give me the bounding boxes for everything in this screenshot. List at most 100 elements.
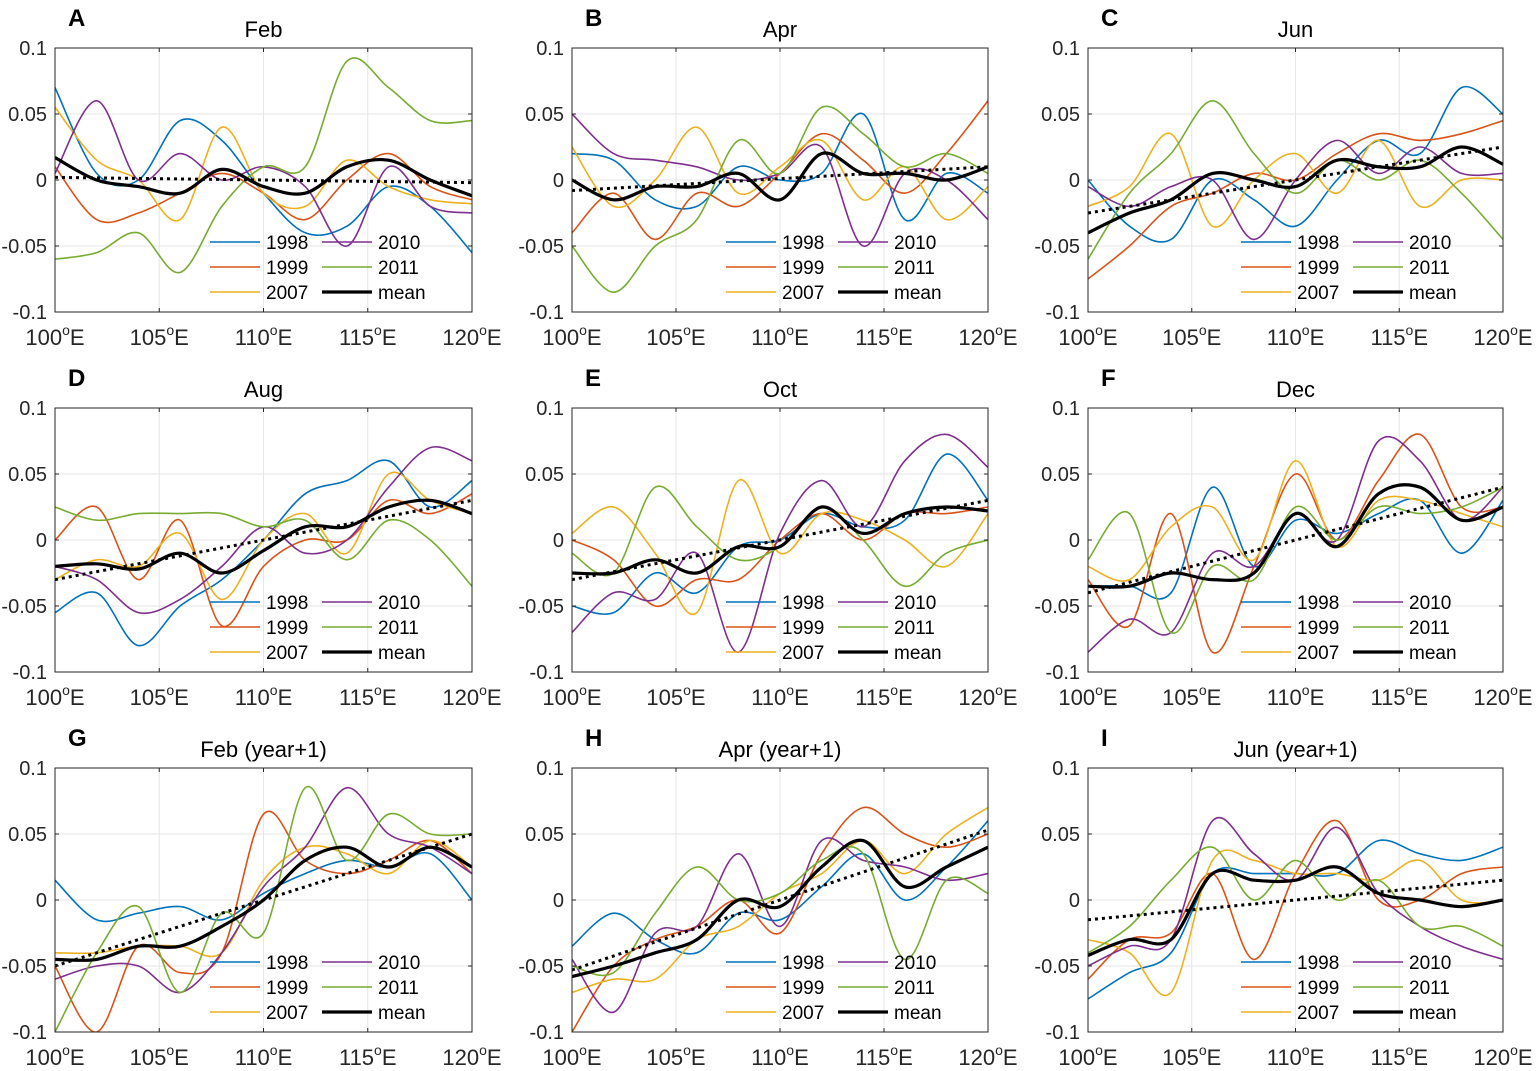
y-tick-label: -0.1 [530, 662, 564, 684]
y-tick-label: -0.05 [518, 596, 564, 618]
y-tick-label: 0.1 [1052, 758, 1080, 780]
series-line-1998 [1088, 85, 1503, 243]
x-tick-label: 120oE [958, 682, 1017, 710]
legend-label-2010: 2010 [378, 953, 420, 974]
x-tick-label: 110oE [1267, 322, 1325, 350]
panel-title: Dec [1276, 377, 1315, 402]
x-tick-label: 100oE [542, 682, 601, 710]
legend-label-1998: 1998 [782, 953, 824, 974]
panel-label: I [1101, 725, 1108, 752]
x-tick-label: 100oE [1058, 682, 1117, 710]
y-tick-label: -0.1 [1046, 662, 1080, 684]
legend-label-mean: mean [378, 283, 426, 304]
y-tick-label: 0.05 [8, 464, 47, 486]
legend-label-1999: 1999 [1297, 258, 1339, 279]
y-tick-label: 0 [1069, 170, 1080, 192]
panel-B: 100oE 105oE 110oE 115oE 120oE 0.1 0.05 0 -0.05 -0… [518, 5, 1017, 350]
x-tick-label: 105oE [130, 1042, 189, 1070]
y-tick-label: -0.1 [13, 662, 47, 684]
x-tick-label: 105oE [1162, 1042, 1221, 1070]
series-line-2007 [1088, 132, 1503, 228]
legend-label-2011: 2011 [378, 618, 419, 639]
y-tick-label: -0.05 [1, 956, 47, 978]
y-tick-label: 0 [1069, 530, 1080, 552]
y-tick-label: 0 [36, 530, 47, 552]
panel-label: G [68, 725, 87, 752]
x-tick-label: 100oE [25, 1042, 84, 1070]
x-tick-label: 110oE [235, 1042, 293, 1070]
panel-label: H [585, 725, 602, 752]
legend-label-1999: 1999 [266, 978, 308, 999]
panel-title: Jun (year+1) [1233, 737, 1357, 762]
legend-label-2011: 2011 [1409, 618, 1450, 639]
series-line-mean [1088, 145, 1503, 235]
y-tick-label: 0.1 [19, 398, 47, 420]
panel-label: C [1101, 5, 1118, 32]
legend-label-2010: 2010 [378, 233, 420, 254]
series-group [1088, 817, 1503, 1000]
legend-label-2007: 2007 [266, 643, 308, 664]
series-line-2010 [572, 113, 988, 247]
x-tick-label: 120oE [442, 322, 501, 350]
x-tick-label: 115oE [1370, 1042, 1428, 1070]
series-group [55, 446, 472, 647]
x-tick-label: 120oE [1473, 1042, 1532, 1070]
y-tick-label: 0 [553, 170, 564, 192]
x-tick-label: 105oE [130, 322, 189, 350]
panel-title: Feb [245, 17, 283, 42]
x-tick-label: 115oE [855, 1042, 913, 1070]
legend: 1998 2010 1999 2011 2007 mean [726, 953, 942, 1024]
x-tick-label: 105oE [646, 322, 705, 350]
y-tick-label: -0.1 [1046, 302, 1080, 324]
series-line-2011 [572, 105, 988, 294]
series-line-1999 [572, 806, 988, 1032]
legend-label-2011: 2011 [1409, 258, 1450, 279]
panel-I: 100oE 105oE 110oE 115oE 120oE 0.1 0.05 0 -0.05 -0… [1034, 725, 1532, 1070]
series-line-mean [55, 845, 472, 962]
x-tick-label: 110oE [235, 682, 293, 710]
y-tick-label: -0.05 [1034, 956, 1080, 978]
y-tick-label: -0.05 [1034, 596, 1080, 618]
legend-label-mean: mean [894, 1003, 942, 1024]
series-line-1998 [572, 820, 988, 955]
legend: 1998 2010 1999 2011 2007 mean [210, 593, 426, 664]
legend-label-2011: 2011 [378, 978, 419, 999]
x-tick-label: 110oE [751, 322, 809, 350]
y-tick-label: -0.1 [1046, 1022, 1080, 1044]
series-line-1999 [55, 493, 472, 628]
series-line-mean [55, 498, 472, 575]
series-group [1088, 85, 1503, 280]
x-tick-label: 110oE [751, 1042, 809, 1070]
legend-label-2011: 2011 [894, 258, 935, 279]
series-line-2011 [55, 57, 472, 274]
y-tick-label: 0 [553, 530, 564, 552]
panel-F: 100oE 105oE 110oE 115oE 120oE 0.1 0.05 0 -0.05 -0… [1034, 365, 1532, 710]
y-tick-label: 0.05 [525, 464, 564, 486]
legend-label-1999: 1999 [1297, 618, 1339, 639]
x-tick-label: 115oE [855, 322, 913, 350]
legend-label-1998: 1998 [266, 593, 308, 614]
y-tick-label: 0.1 [1052, 38, 1080, 60]
legend-label-2011: 2011 [894, 978, 935, 999]
series-line-2007 [1088, 460, 1503, 582]
panel-D: 100oE 105oE 110oE 115oE 120oE 0.1 0.05 0 -0.05 -0… [1, 365, 501, 710]
series-group [1088, 433, 1503, 654]
legend-label-mean: mean [894, 643, 942, 664]
series-group [572, 433, 988, 653]
legend-label-2010: 2010 [1409, 953, 1451, 974]
legend-label-2010: 2010 [894, 953, 936, 974]
y-tick-label: 0.1 [536, 38, 564, 60]
trend-line [1088, 145, 1503, 215]
series-line-1998 [572, 112, 988, 222]
x-tick-label: 110oE [1267, 682, 1325, 710]
y-tick-label: 0.05 [8, 104, 47, 126]
x-tick-label: 120oE [1473, 322, 1532, 350]
panel-label: A [68, 5, 85, 32]
trend-line [572, 498, 988, 582]
legend-label-mean: mean [378, 643, 426, 664]
panel-title: Aug [244, 377, 283, 402]
series-line-2011 [572, 846, 988, 977]
y-tick-label: 0.05 [1041, 104, 1080, 126]
legend: 1998 2010 1999 2011 2007 mean [210, 953, 426, 1024]
legend: 1998 2010 1999 2011 2007 mean [726, 233, 942, 304]
